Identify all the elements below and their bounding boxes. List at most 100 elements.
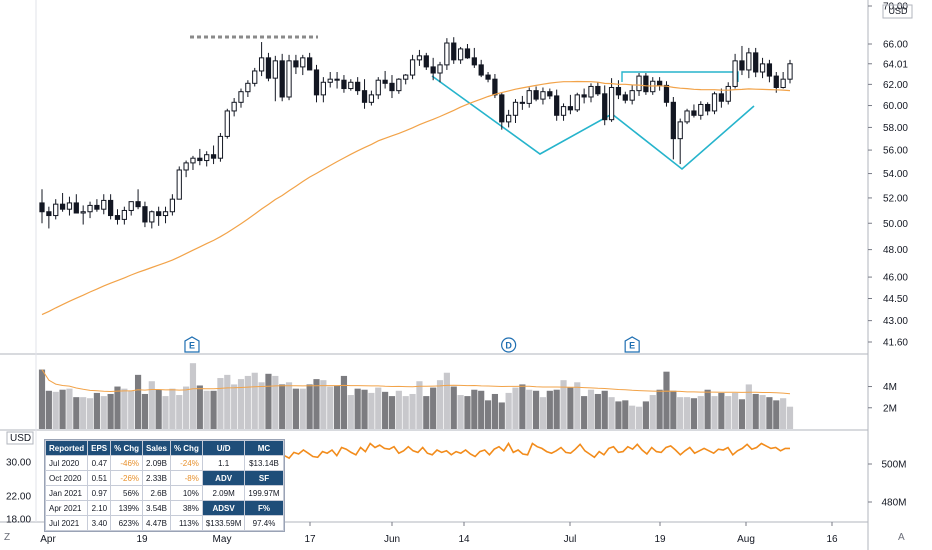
rs-line	[269, 441, 790, 463]
candle	[375, 77, 381, 100]
table-cell: 2.09M	[201, 485, 246, 501]
volume-bar	[752, 393, 759, 429]
time-tick-label: Aug	[737, 534, 755, 545]
candle-body	[210, 154, 217, 159]
candle-body	[375, 79, 381, 96]
table-header-cell: % Chg	[169, 440, 203, 456]
candle-body	[430, 66, 436, 74]
candle	[677, 118, 683, 165]
candle-body	[46, 211, 52, 217]
volume-bar	[299, 388, 306, 429]
volume-bar	[683, 397, 691, 429]
volume-bar	[327, 386, 334, 429]
table-header-cell: EPS	[87, 440, 112, 456]
candle-body	[540, 91, 546, 100]
candle	[567, 94, 574, 115]
candle-body	[512, 101, 519, 116]
candle	[114, 209, 121, 225]
volume-bar	[86, 398, 94, 429]
time-tick-label: Apr	[40, 534, 56, 545]
candle	[355, 77, 361, 95]
price-tick-label: 52.00	[883, 193, 908, 204]
candle	[670, 96, 676, 160]
corner-bottom-left[interactable]: Z	[4, 532, 11, 543]
candle-body	[245, 82, 251, 93]
marker-label: E	[189, 341, 195, 351]
time-tick-label: Jun	[384, 534, 400, 545]
candle-body	[457, 48, 464, 61]
candle	[629, 85, 635, 105]
table-cell: Jan 2021	[44, 485, 89, 501]
candle	[39, 189, 45, 224]
candle-body	[464, 48, 471, 59]
volume-bar	[38, 369, 46, 429]
candle	[464, 44, 471, 59]
volume-bar	[347, 395, 354, 429]
volume-bar	[457, 395, 464, 429]
table-row: Jan 2021 0.97 56% 2.6B 10% 2.09M 199.97M	[44, 485, 284, 501]
volume-bar	[725, 396, 732, 429]
candle	[361, 79, 368, 109]
price-tick-label: 56.00	[883, 146, 908, 157]
table-cell: 2.09B	[142, 455, 171, 471]
candle	[718, 88, 725, 108]
candle	[135, 189, 141, 210]
rs-right-tick-label: 500M	[881, 460, 906, 471]
candle-body	[156, 211, 162, 217]
candle	[753, 47, 759, 78]
candle	[307, 52, 313, 71]
candle-body	[567, 106, 574, 111]
candle	[574, 92, 580, 113]
volume-bar	[285, 382, 293, 429]
candles[interactable]	[39, 37, 793, 229]
candle-body	[190, 157, 196, 164]
table-cell: 1.1	[201, 455, 246, 471]
price-tick-label: 66.00	[883, 40, 908, 51]
volume-bar	[656, 389, 663, 429]
candle	[711, 91, 718, 115]
candle-body	[451, 42, 457, 61]
volume-average-line	[41, 369, 791, 395]
volume-bar	[443, 372, 450, 429]
corner-bottom-right[interactable]: A	[898, 532, 905, 543]
marker-e: E	[624, 336, 640, 353]
volume-bar	[183, 386, 190, 429]
table-header-cell: U/D	[201, 440, 246, 456]
candle-body	[121, 209, 127, 220]
candle-body	[759, 63, 766, 73]
candle	[46, 206, 52, 229]
candle	[485, 71, 491, 83]
table-cell: 3.54B	[142, 500, 171, 516]
candle	[746, 47, 752, 79]
time-tick-label: 17	[304, 534, 316, 545]
candle-body	[334, 78, 340, 81]
volume-bar	[587, 389, 595, 429]
volume-bar	[141, 393, 149, 429]
price-tick-label: 44.50	[883, 294, 908, 305]
candle	[608, 78, 615, 122]
candle	[382, 70, 388, 89]
volume-bar	[155, 389, 162, 429]
candle	[533, 86, 539, 102]
fundamentals-grid: Reported EPS% Chg Sales% Chg U/D MC Jul 2020 0…	[44, 440, 284, 531]
volume-bar	[100, 396, 107, 429]
candle	[643, 73, 649, 95]
candle-body	[581, 94, 587, 98]
candle-body	[279, 60, 285, 98]
table-cell: Jul 2020	[44, 455, 89, 471]
candle	[389, 75, 395, 99]
candle	[698, 101, 704, 120]
volume-bar	[484, 400, 492, 429]
candle-body	[39, 202, 45, 213]
volume-bar	[313, 379, 320, 429]
time-tick-label: 19	[136, 534, 148, 545]
candle-body	[554, 95, 560, 116]
candle-body	[66, 202, 73, 210]
candle-body	[588, 85, 594, 98]
candle-body	[602, 93, 608, 121]
candle-body	[725, 85, 731, 102]
candle	[739, 45, 745, 76]
candle	[107, 194, 114, 220]
candle-body	[53, 203, 59, 217]
